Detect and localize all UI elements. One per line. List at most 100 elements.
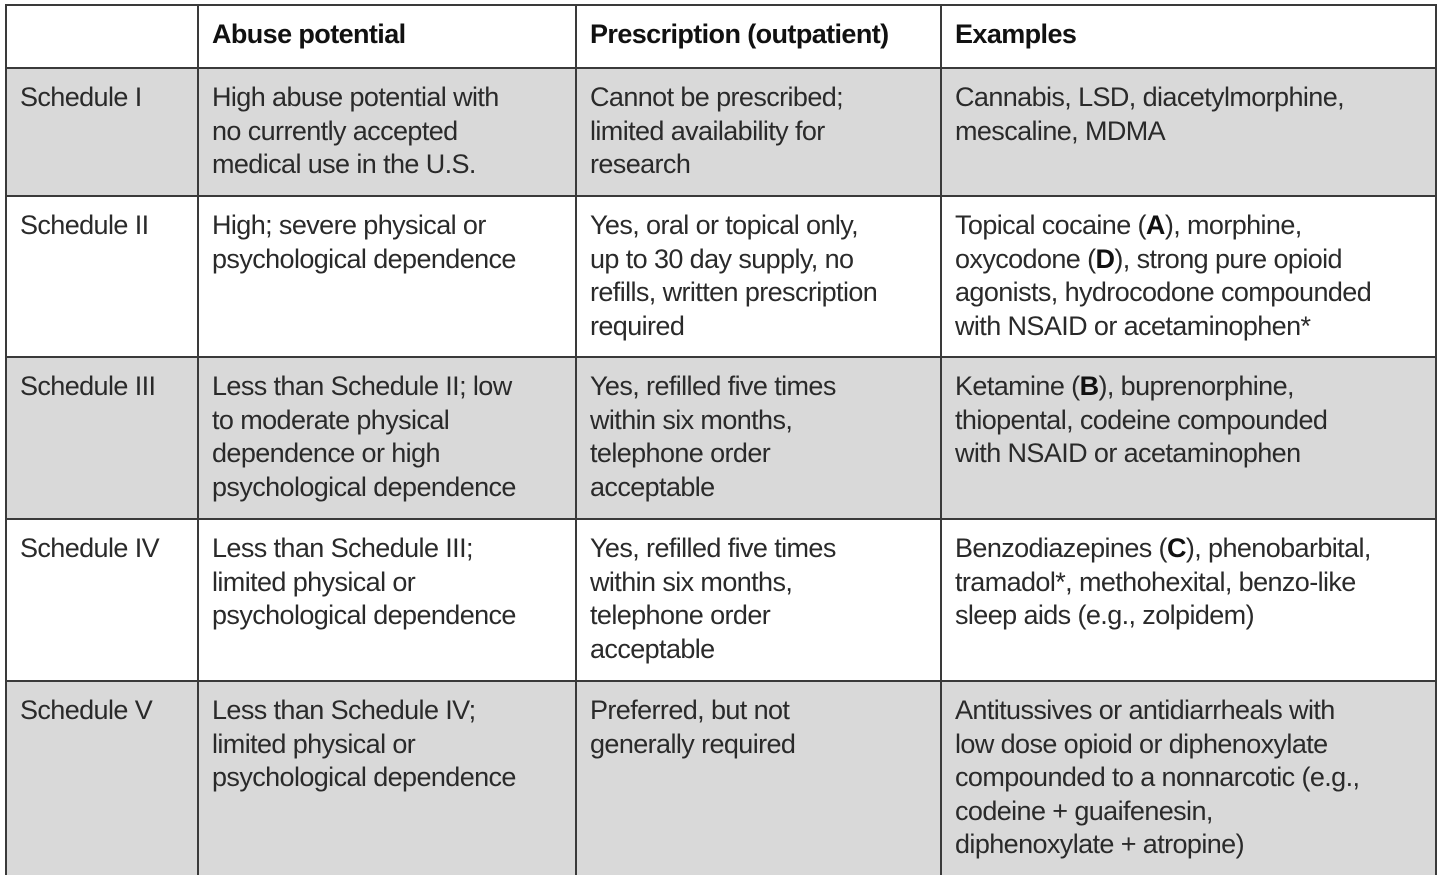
header-prescription: Prescription (outpatient) bbox=[575, 4, 942, 69]
cell-line: tramadol*, methohexital, benzo-like bbox=[955, 566, 1423, 600]
text-fragment: tramadol*, methohexital, benzo-like bbox=[955, 566, 1356, 597]
cell-line: Topical cocaine (A), morphine, bbox=[955, 209, 1423, 243]
text-fragment: sleep aids (e.g., zolpidem) bbox=[955, 600, 1255, 630]
table-row: Schedule I High abuse potential with no cu… bbox=[5, 67, 1437, 197]
drug-schedule-table: Abuse potential Prescription (outpatient… bbox=[5, 4, 1437, 875]
text-fragment: thiopental, codeine compounded bbox=[955, 404, 1328, 435]
cell-line: with NSAID or acetaminophen* bbox=[955, 310, 1423, 344]
cell-line: limited availability for bbox=[590, 115, 825, 146]
answer-letter: D bbox=[1095, 243, 1116, 274]
prescription-cell: Yes, refilled five times within six month… bbox=[575, 356, 942, 520]
cell-line: low dose opioid or diphenoxylate bbox=[955, 728, 1423, 762]
cell-line: with NSAID or acetaminophen bbox=[955, 437, 1423, 471]
cell-line: generally required bbox=[590, 728, 796, 759]
cell-line: limited physical or bbox=[212, 566, 416, 597]
cell-line: refills, written prescription bbox=[590, 277, 878, 307]
cell-line: dependence or high bbox=[212, 438, 441, 468]
prescription-cell: Cannot be prescribed; limited availabilit… bbox=[575, 67, 942, 197]
examples-cell: Benzodiazepines (C), phenobarbital, trama… bbox=[940, 518, 1437, 682]
examples-cell: Topical cocaine (A), morphine, oxycodone … bbox=[940, 195, 1437, 358]
cell-line: psychological dependence bbox=[212, 762, 516, 792]
cell-line: oxycodone (D), strong pure opioid bbox=[955, 243, 1423, 277]
schedule-cell: Schedule II bbox=[5, 195, 199, 358]
examples-cell: Cannabis, LSD, diacetylmorphine, mescalin… bbox=[940, 67, 1437, 197]
text-fragment: codeine + guaifenesin, bbox=[955, 795, 1213, 826]
cell-line: medical use in the U.S. bbox=[212, 149, 476, 179]
cell-line: Preferred, but not bbox=[590, 695, 790, 725]
cell-line: up to 30 day supply, no bbox=[590, 243, 854, 274]
cell-line: Yes, oral or topical only, bbox=[590, 210, 859, 240]
text-fragment: ), morphine, bbox=[1164, 210, 1302, 240]
header-examples: Examples bbox=[940, 4, 1437, 69]
cell-line: thiopental, codeine compounded bbox=[955, 404, 1423, 438]
table-row: Schedule V Less than Schedule IV; limited … bbox=[5, 680, 1437, 875]
text-fragment: Topical cocaine ( bbox=[955, 210, 1147, 240]
schedule-cell: Schedule IV bbox=[5, 518, 199, 682]
cell-line: Yes, refilled five times bbox=[590, 533, 836, 563]
cell-line: compounded to a nonnarcotic (e.g., bbox=[955, 761, 1423, 795]
cell-line: no currently accepted bbox=[212, 115, 458, 146]
abuse-potential-cell: Less than Schedule II; low to moderate ph… bbox=[197, 356, 577, 520]
prescription-cell: Yes, oral or topical only, up to 30 day s… bbox=[575, 195, 942, 358]
cell-line: psychological dependence bbox=[212, 471, 516, 502]
cell-line: Ketamine (B), buprenorphine, bbox=[955, 370, 1423, 404]
text-fragment: with NSAID or acetaminophen bbox=[955, 438, 1301, 468]
cell-line: Cannot be prescribed; bbox=[590, 82, 844, 112]
table-row: Schedule IV Less than Schedule III; limite… bbox=[5, 518, 1437, 682]
cell-line: Cannabis, LSD, diacetylmorphine, bbox=[955, 81, 1423, 115]
prescription-cell: Yes, refilled five times within six month… bbox=[575, 518, 942, 682]
text-fragment: Ketamine ( bbox=[955, 371, 1080, 401]
cell-line: psychological dependence bbox=[212, 600, 516, 630]
cell-line: sleep aids (e.g., zolpidem) bbox=[955, 599, 1423, 633]
text-fragment: agonists, hydrocodone compounded bbox=[955, 277, 1372, 307]
schedule-cell: Schedule I bbox=[5, 67, 199, 197]
header-schedule bbox=[5, 4, 199, 69]
cell-line: Yes, refilled five times bbox=[590, 371, 836, 401]
text-fragment: mescaline, MDMA bbox=[955, 115, 1166, 146]
text-fragment: compounded to a nonnarcotic (e.g., bbox=[955, 762, 1360, 792]
schedule-cell: Schedule V bbox=[5, 680, 199, 875]
header-row: Abuse potential Prescription (outpatient… bbox=[5, 4, 1437, 69]
text-fragment: Antitussives or antidiarrheals with bbox=[955, 695, 1335, 725]
cell-line: codeine + guaifenesin, bbox=[955, 795, 1423, 829]
cell-line: research bbox=[590, 149, 691, 179]
abuse-potential-cell: Less than Schedule III; limited physical … bbox=[197, 518, 577, 682]
text-fragment: ), strong pure opioid bbox=[1114, 243, 1342, 274]
cell-line: acceptable bbox=[590, 633, 715, 664]
cell-line: High abuse potential with bbox=[212, 82, 499, 112]
cell-line: mescaline, MDMA bbox=[955, 115, 1423, 149]
text-fragment: Benzodiazepines ( bbox=[955, 533, 1168, 563]
examples-cell: Antitussives or antidiarrheals with low d… bbox=[940, 680, 1437, 875]
cell-line: Less than Schedule II; low bbox=[212, 371, 512, 401]
cell-line: Less than Schedule IV; bbox=[212, 695, 476, 725]
cell-line: Antitussives or antidiarrheals with bbox=[955, 694, 1423, 728]
schedule-cell: Schedule III bbox=[5, 356, 199, 520]
abuse-potential-cell: Less than Schedule IV; limited physical o… bbox=[197, 680, 577, 875]
text-fragment: Cannabis, LSD, diacetylmorphine, bbox=[955, 82, 1345, 112]
table-row: Schedule II High; severe physical or psych… bbox=[5, 195, 1437, 358]
answer-letter: C bbox=[1166, 533, 1187, 563]
text-fragment: with NSAID or acetaminophen* bbox=[955, 310, 1311, 341]
cell-line: Benzodiazepines (C), phenobarbital, bbox=[955, 532, 1423, 566]
text-fragment: low dose opioid or diphenoxylate bbox=[955, 728, 1328, 759]
text-fragment: diphenoxylate + atropine) bbox=[955, 829, 1245, 859]
cell-line: agonists, hydrocodone compounded bbox=[955, 276, 1423, 310]
cell-line: psychological dependence bbox=[212, 243, 516, 274]
cell-line: Less than Schedule III; bbox=[212, 533, 473, 563]
cell-line: to moderate physical bbox=[212, 404, 450, 435]
abuse-potential-cell: High abuse potential with no currently ac… bbox=[197, 67, 577, 197]
answer-letter: B bbox=[1079, 371, 1100, 401]
text-fragment: ), buprenorphine, bbox=[1098, 371, 1294, 401]
prescription-cell: Preferred, but not generally required bbox=[575, 680, 942, 875]
cell-line: diphenoxylate + atropine) bbox=[955, 828, 1423, 862]
cell-line: within six months, bbox=[590, 566, 793, 597]
cell-line: telephone order bbox=[590, 438, 771, 468]
table-row: Schedule III Less than Schedule II; low to… bbox=[5, 356, 1437, 520]
text-fragment: oxycodone ( bbox=[955, 243, 1096, 274]
cell-line: within six months, bbox=[590, 404, 793, 435]
cell-line: High; severe physical or bbox=[212, 210, 486, 240]
cell-line: required bbox=[590, 310, 685, 341]
answer-letter: A bbox=[1145, 210, 1166, 240]
cell-line: acceptable bbox=[590, 471, 715, 502]
examples-cell: Ketamine (B), buprenorphine, thiopental, … bbox=[940, 356, 1437, 520]
